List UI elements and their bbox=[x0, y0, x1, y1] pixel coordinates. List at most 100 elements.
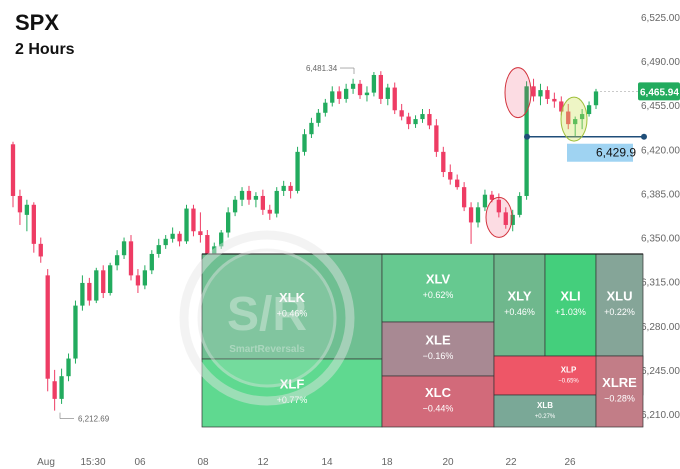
level-price-label: 6,429.9 bbox=[596, 146, 636, 160]
candle-body bbox=[253, 195, 259, 200]
heatmap-percent: −0.44% bbox=[423, 404, 454, 414]
watermark-ring-inner bbox=[197, 248, 337, 388]
candle-body bbox=[170, 233, 175, 239]
y-tick-label: 6,315.00 bbox=[641, 278, 680, 289]
candle-body bbox=[448, 172, 453, 180]
heatmap-percent: −0.16% bbox=[423, 351, 454, 361]
candle-body bbox=[232, 199, 238, 213]
candle-body bbox=[142, 270, 148, 286]
candle-body bbox=[302, 134, 307, 152]
candle-body bbox=[149, 253, 154, 271]
candle-body bbox=[38, 243, 43, 257]
x-tick-label: Aug bbox=[37, 457, 55, 468]
candle-body bbox=[330, 91, 335, 103]
candle-body bbox=[163, 238, 168, 246]
candle-body bbox=[24, 204, 30, 215]
heatmap-percent: +0.62% bbox=[423, 290, 454, 300]
candle-body bbox=[156, 245, 161, 254]
low-price-label: 6,212.69 bbox=[78, 415, 110, 424]
candle-body bbox=[378, 74, 383, 99]
candle-body bbox=[66, 358, 71, 377]
heatmap-tile bbox=[595, 355, 644, 428]
candle-body bbox=[135, 275, 141, 286]
candle-body bbox=[191, 208, 196, 232]
candle-body bbox=[385, 87, 390, 99]
heatmap-percent: +0.46% bbox=[277, 309, 308, 319]
candle-body bbox=[399, 110, 404, 117]
candle-body bbox=[246, 190, 252, 200]
x-tick-label: 20 bbox=[442, 457, 454, 468]
candle-body bbox=[281, 185, 286, 191]
candle-body bbox=[108, 265, 113, 294]
candle-body bbox=[517, 195, 522, 215]
chart-subtitle: 2 Hours bbox=[15, 41, 75, 58]
heatmap-tile bbox=[381, 321, 495, 377]
candle-body bbox=[593, 91, 599, 106]
heatmap-percent: +0.46% bbox=[504, 307, 535, 317]
candle-body bbox=[364, 92, 370, 96]
candle-body bbox=[309, 122, 314, 135]
y-tick-label: 6,350.00 bbox=[641, 234, 680, 245]
candle-body bbox=[406, 116, 411, 125]
sector-heatmap: XLK +0.46% XLF +0.77% XLV +0.62% XLE −0.16% XLC −… bbox=[201, 253, 644, 428]
candle-body bbox=[45, 275, 50, 379]
candle-body bbox=[177, 233, 182, 242]
candle-body bbox=[323, 102, 328, 113]
candle-body bbox=[288, 185, 293, 191]
x-tick-label: 14 bbox=[321, 457, 333, 468]
candle-body bbox=[586, 105, 592, 115]
candle-body bbox=[337, 91, 342, 99]
candle-body bbox=[434, 125, 439, 152]
x-tick-label: 06 bbox=[134, 457, 146, 468]
y-tick-label: 6,210.00 bbox=[641, 410, 680, 421]
y-tick-label: 6,245.00 bbox=[641, 366, 680, 377]
candle-body bbox=[295, 151, 300, 191]
candle-body bbox=[52, 381, 57, 399]
candle-body bbox=[524, 86, 529, 196]
y-tick-label: 6,525.00 bbox=[641, 13, 680, 24]
candle-body bbox=[420, 114, 425, 120]
y-tick-label: 6,280.00 bbox=[641, 322, 680, 333]
candle-body bbox=[427, 114, 432, 126]
candle-body bbox=[531, 86, 536, 97]
y-tick-label: 6,455.00 bbox=[641, 101, 680, 112]
candle-body bbox=[101, 270, 106, 294]
heatmap-symbol: XLF bbox=[280, 377, 305, 392]
heatmap-percent: +0.22% bbox=[604, 307, 635, 317]
support-level-end-dot bbox=[641, 133, 647, 140]
candle-body bbox=[87, 282, 92, 301]
candle-body bbox=[274, 190, 279, 214]
heatmap-symbol: XLP bbox=[561, 366, 577, 375]
candle-body bbox=[573, 119, 578, 125]
candle-body bbox=[496, 199, 501, 213]
level-price-box bbox=[567, 143, 633, 162]
highlight-ellipse-yellow bbox=[560, 96, 588, 142]
candle-body bbox=[316, 112, 321, 123]
heatmap-percent: +0.27% bbox=[535, 414, 556, 420]
candle-body bbox=[219, 232, 224, 247]
heatmap-symbol: XLY bbox=[507, 289, 531, 304]
candle-body bbox=[114, 255, 120, 266]
heatmap-tile bbox=[381, 253, 495, 323]
candle-body bbox=[503, 212, 508, 225]
candle-body bbox=[31, 204, 36, 244]
x-tick-label: 15:30 bbox=[80, 457, 105, 468]
heatmap-tile bbox=[595, 253, 644, 357]
heatmap-symbol: XLK bbox=[279, 290, 306, 305]
candle-body bbox=[73, 305, 78, 359]
candle-body bbox=[441, 151, 446, 173]
heatmap-symbol: XLB bbox=[537, 401, 553, 410]
candle-body bbox=[10, 144, 16, 196]
watermark-ring-outer bbox=[179, 230, 355, 406]
heatmap-percent: −0.28% bbox=[604, 394, 635, 404]
candle-body bbox=[482, 194, 488, 208]
candle-body bbox=[80, 282, 85, 306]
heatmap-percent: +0.77% bbox=[277, 395, 308, 405]
heatmap-tile bbox=[493, 253, 546, 357]
candle-body bbox=[579, 114, 585, 120]
candle-body bbox=[350, 83, 356, 89]
heatmap-tile bbox=[493, 394, 597, 428]
x-tick-label: 18 bbox=[381, 457, 393, 468]
candle-body bbox=[184, 208, 189, 242]
candle-body bbox=[455, 179, 460, 188]
